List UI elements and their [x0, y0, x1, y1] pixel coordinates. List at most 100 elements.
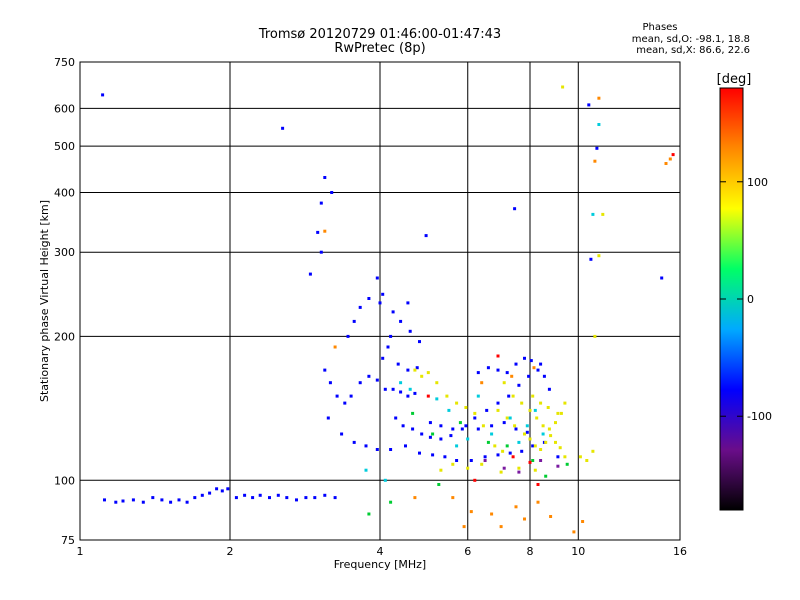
y-tick-label: 200	[54, 330, 75, 343]
data-point	[406, 394, 410, 398]
phase-legend-o-stats: mean, sd,O: -98.1, 18.8	[631, 34, 750, 45]
data-point	[533, 408, 537, 412]
data-point	[523, 432, 526, 436]
data-point	[549, 515, 553, 518]
data-point	[177, 498, 181, 502]
data-point	[541, 432, 545, 436]
data-point	[547, 387, 551, 391]
data-point	[502, 421, 506, 425]
data-point	[511, 394, 515, 398]
data-point	[381, 356, 385, 360]
data-point	[420, 432, 424, 436]
data-point	[536, 368, 540, 372]
data-point	[330, 191, 334, 194]
data-point	[466, 437, 470, 441]
x-tick-label: 1	[77, 545, 84, 558]
data-point	[496, 453, 500, 457]
data-point	[323, 493, 327, 497]
data-point	[101, 93, 105, 97]
data-point	[531, 444, 535, 448]
data-point	[396, 362, 400, 366]
data-point	[340, 432, 344, 436]
data-point	[399, 390, 403, 394]
data-point	[428, 421, 432, 425]
data-point	[593, 334, 597, 338]
data-point	[561, 85, 565, 89]
data-point	[473, 416, 477, 420]
x-tick-label: 8	[527, 545, 534, 558]
data-point	[476, 371, 480, 375]
data-point	[313, 496, 317, 500]
y-tick-label: 500	[54, 140, 75, 153]
data-point	[399, 319, 403, 323]
data-point	[554, 421, 557, 425]
plot-frame	[79, 61, 681, 541]
data-point	[527, 374, 531, 378]
data-point	[352, 319, 356, 323]
data-point	[556, 464, 560, 468]
data-point	[469, 510, 473, 514]
data-point	[496, 368, 500, 372]
x-tick-label: 2	[227, 545, 234, 558]
data-point	[295, 498, 298, 502]
data-point	[426, 394, 430, 398]
data-point	[496, 401, 500, 405]
data-point	[319, 201, 323, 205]
data-point	[404, 444, 407, 448]
data-point	[496, 354, 500, 358]
x-tick-label: 4	[377, 545, 384, 558]
data-point	[523, 356, 526, 360]
data-point	[587, 103, 591, 107]
data-point	[346, 334, 350, 338]
data-point	[458, 421, 462, 425]
data-point	[185, 500, 189, 504]
data-point	[664, 162, 668, 165]
data-point	[375, 448, 379, 451]
data-point	[389, 334, 393, 338]
data-point	[536, 500, 540, 504]
data-point	[483, 459, 487, 462]
data-point	[539, 459, 543, 462]
data-point	[281, 126, 285, 130]
data-point	[511, 455, 515, 459]
data-point	[333, 345, 337, 349]
data-point	[528, 408, 532, 412]
data-point	[451, 462, 455, 466]
data-point	[563, 401, 567, 405]
data-point	[424, 234, 428, 238]
y-axis-label: Stationary phase Virtual Height [km]	[38, 200, 51, 402]
data-point	[131, 498, 135, 502]
data-point	[514, 362, 518, 366]
data-point	[308, 272, 312, 276]
data-point	[466, 466, 470, 470]
data-point	[660, 276, 664, 280]
data-point	[539, 401, 543, 405]
data-point	[386, 345, 390, 349]
data-point	[406, 368, 410, 372]
data-point	[490, 424, 494, 428]
data-point	[485, 408, 489, 412]
data-point	[531, 459, 535, 462]
data-point	[601, 212, 605, 216]
data-point	[464, 406, 468, 409]
data-point	[391, 387, 395, 391]
data-point	[431, 432, 435, 436]
data-point	[593, 159, 597, 163]
data-point	[208, 491, 212, 495]
data-point	[415, 366, 419, 370]
data-point	[505, 416, 509, 420]
data-point	[394, 416, 398, 420]
data-point	[358, 381, 362, 385]
data-point	[411, 427, 415, 431]
data-point	[595, 146, 599, 150]
data-point	[316, 230, 320, 234]
data-point	[413, 368, 417, 372]
data-point	[513, 207, 517, 211]
data-point	[544, 440, 548, 444]
data-point	[455, 401, 459, 405]
data-point	[408, 387, 412, 391]
data-point	[473, 478, 477, 482]
data-point	[445, 394, 449, 398]
data-point	[671, 153, 675, 157]
data-point	[428, 435, 432, 439]
